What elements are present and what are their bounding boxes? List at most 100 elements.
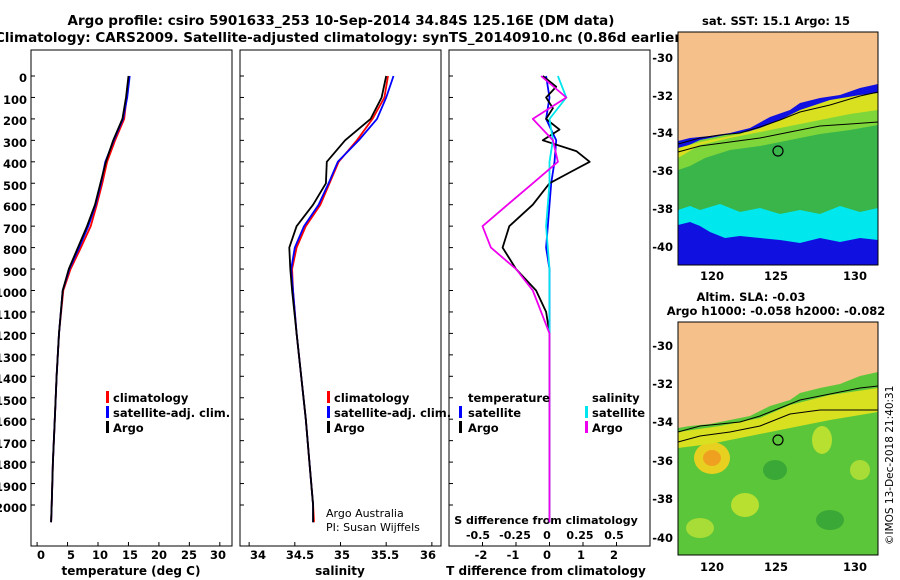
depth-tick: 1900	[0, 480, 27, 494]
yellow-water	[678, 93, 878, 158]
sla-blob	[816, 510, 844, 530]
depth-tick: 2000	[0, 501, 27, 515]
sla-coastal-band	[678, 388, 878, 448]
temp-xtick: 20	[151, 548, 167, 562]
s-diff-xtick: 0	[543, 529, 551, 542]
sal-xtick: 34.5	[286, 548, 314, 562]
light-green-water	[678, 108, 878, 170]
legend-sal-head: salinity	[592, 391, 640, 405]
legend-label-sal-argo: Argo	[592, 421, 623, 435]
depth-tick: 1800	[0, 458, 27, 472]
sal-xlabel: salinity	[315, 564, 365, 578]
legend-label-satellite: satellite-adj. clim.	[113, 406, 230, 420]
imos-stamp: ©IMOS 13-Dec-2018 21:40:31	[884, 386, 896, 545]
legend-label-climatology: climatology	[334, 391, 410, 405]
credit-line2: PI: Susan Wijffels	[326, 521, 420, 534]
legend-label-argo: Argo	[334, 421, 365, 435]
s-diff-xtick: 0.25	[566, 529, 593, 542]
sla-blob	[850, 460, 870, 480]
depth-tick: 0	[19, 71, 27, 85]
depth-tick: 300	[3, 136, 27, 150]
legend-label-climatology: climatology	[113, 391, 189, 405]
series-line-argo	[50, 75, 130, 523]
map2-xtick: 130	[843, 560, 867, 574]
sal-xtick: 35.5	[371, 548, 399, 562]
temp-xtick: 10	[92, 548, 108, 562]
legend-swatch-satellite	[106, 406, 109, 418]
coastline	[677, 91, 879, 145]
temp-xtick: 25	[181, 548, 197, 562]
salinity-series	[288, 75, 395, 523]
legend-temp-head: temperature	[468, 391, 550, 405]
temp-xtick: 5	[67, 548, 75, 562]
legend-swatch-climatology	[327, 391, 330, 403]
depth-tick: 1400	[0, 372, 27, 386]
temp-xlabel: temperature (deg C)	[62, 564, 201, 578]
diff-xtick: -2	[475, 548, 488, 562]
s-diff-xtick: 0.5	[604, 529, 624, 542]
sla-map-title: Altim. SLA: -0.03	[696, 290, 805, 304]
isobath	[677, 409, 878, 443]
salinity-panel	[239, 49, 442, 547]
depth-tick: 1300	[0, 351, 27, 365]
depth-tick: 1000	[0, 286, 27, 300]
legend-swatch-satellite	[327, 406, 330, 418]
depth-tick: 900	[3, 265, 27, 279]
legend-swatch-temp-argo	[459, 421, 462, 433]
legend-label-satellite: satellite-adj. clim.	[334, 406, 451, 420]
map1-xtick: 130	[843, 269, 867, 283]
series-line-argo	[288, 75, 388, 523]
series-line-climatology	[291, 75, 389, 523]
map1-ytick: -40	[652, 240, 673, 254]
argo-float-marker	[772, 145, 784, 157]
temperature-series	[50, 75, 131, 523]
sla-blob	[812, 426, 832, 454]
map2-ytick: -34	[652, 415, 673, 429]
legend-label-argo: Argo	[113, 421, 144, 435]
map2-ytick: -38	[652, 492, 673, 506]
depth-tick: 700	[3, 222, 27, 236]
diff-xtick: 0	[543, 548, 551, 562]
map2-ytick: -32	[652, 377, 673, 391]
figure-title-line2: Climatology: CARS2009. Satellite-adjuste…	[0, 30, 687, 46]
legend-label-temp-satellite: satellite	[468, 406, 521, 420]
sla-blob	[763, 460, 787, 480]
land-mass	[678, 32, 878, 141]
depth-tick: 800	[3, 243, 27, 257]
temp-legend: climatology satellite-adj. clim. Argo	[106, 391, 230, 435]
series-line-salinity-argo	[481, 75, 568, 523]
map1-xtick: 125	[764, 269, 788, 283]
legend-swatch-climatology	[106, 391, 109, 403]
legend-swatch-sal-argo	[585, 421, 588, 433]
depth-tick: 1700	[0, 437, 27, 451]
sst-map-title: sat. SST: 15.1 Argo: 15	[702, 14, 850, 28]
map1-ytick: -34	[652, 126, 673, 140]
depth-tick: 100	[3, 93, 27, 107]
diff-xlabel: T difference from climatology	[446, 564, 646, 578]
sal-xtick: 36	[420, 548, 436, 562]
legend-label-temp-argo: Argo	[468, 421, 499, 435]
sla-blob	[731, 493, 759, 517]
depth-tick: 200	[3, 114, 27, 128]
s-diff-xtick: -0.25	[499, 529, 531, 542]
map2-ytick: -36	[652, 454, 673, 468]
depth-tick: 1100	[0, 308, 27, 322]
map2-ytick: -30	[652, 339, 673, 353]
temperature-panel	[30, 49, 233, 547]
depth-axis: 0 100 200 300 400 500 600 700 800 900 10…	[0, 71, 27, 515]
isobath	[677, 121, 879, 153]
series-line-temperature-argo	[501, 75, 591, 523]
argo-float-marker	[772, 434, 784, 446]
map2-ytick: -40	[652, 531, 673, 545]
sal-xtick: 34	[250, 548, 266, 562]
depth-tick: 1600	[0, 415, 27, 429]
legend-swatch-argo	[327, 421, 330, 433]
map1-xtick: 120	[700, 269, 724, 283]
map1-ytick: -36	[652, 164, 673, 178]
map1-ytick: -32	[652, 89, 673, 103]
depth-tick: 500	[3, 179, 27, 193]
map1-ytick: -30	[652, 51, 673, 65]
temp-xtick: 15	[122, 548, 138, 562]
s-diff-xtick: -0.5	[466, 529, 490, 542]
